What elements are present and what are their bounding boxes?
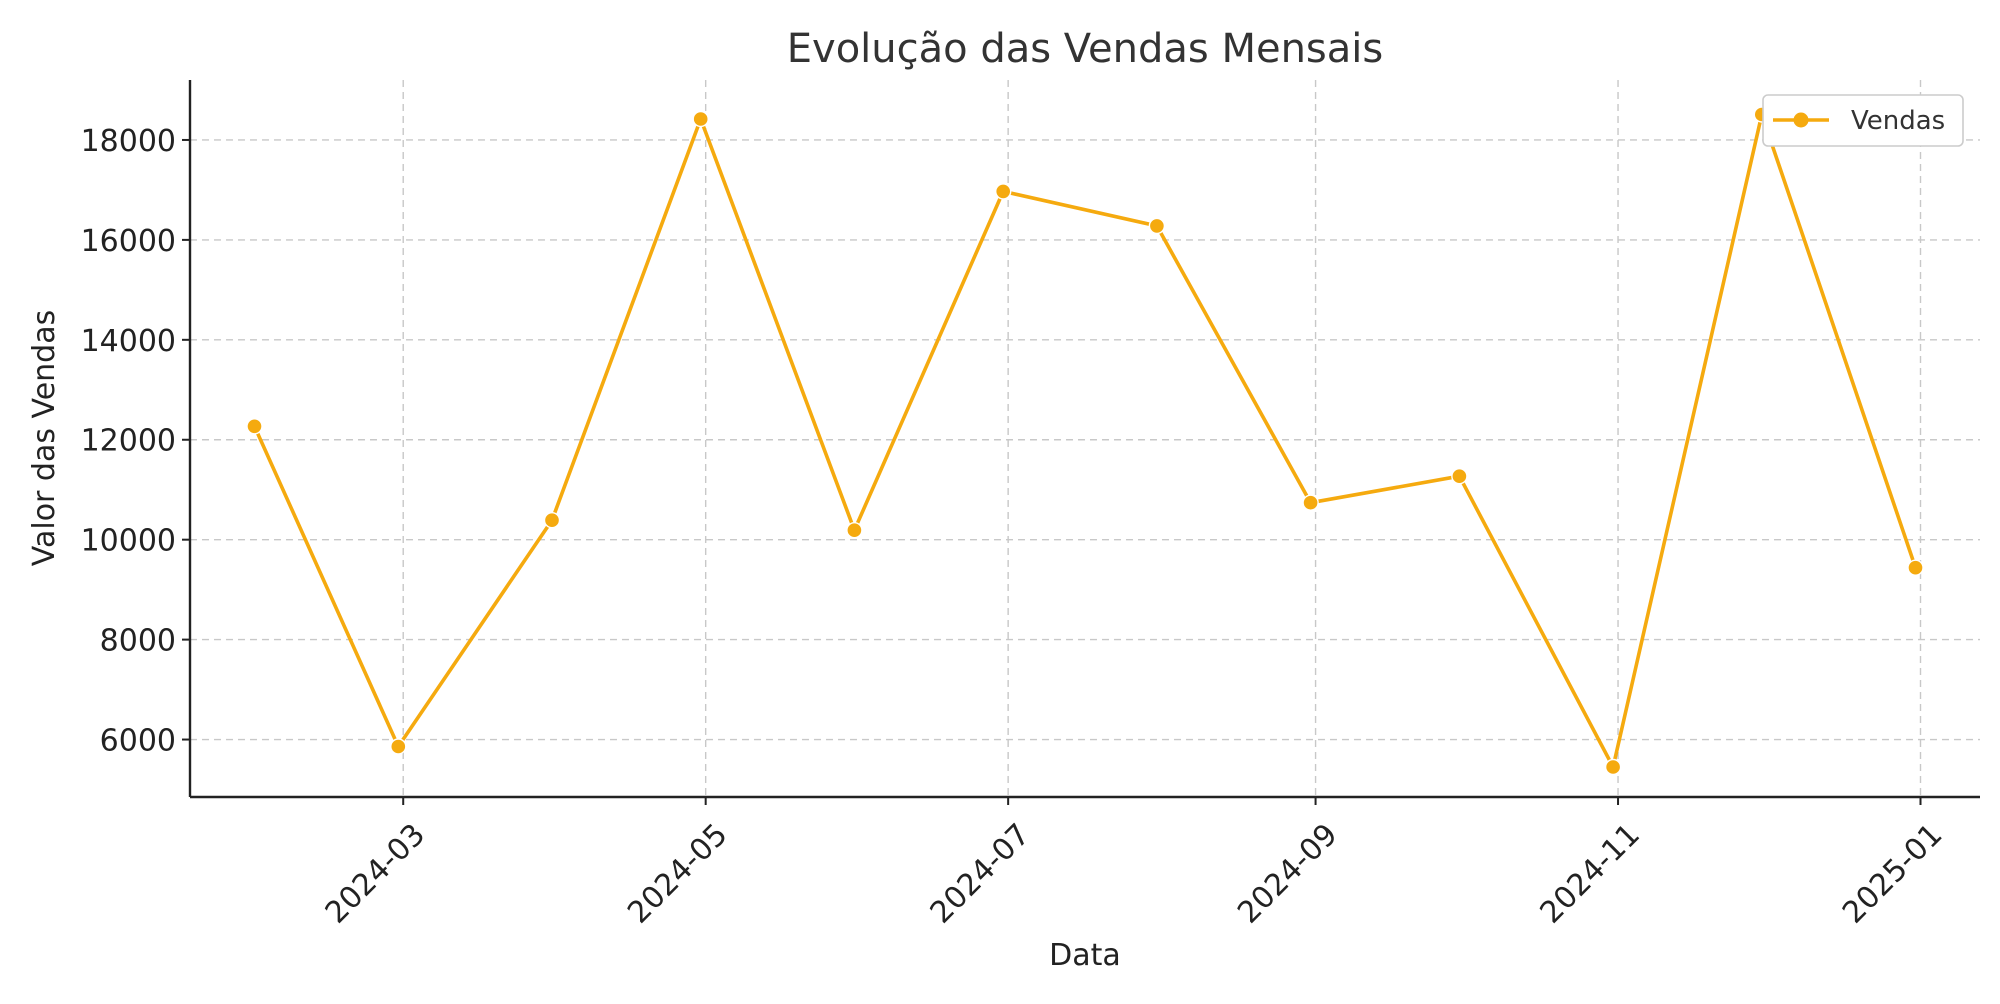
x-tick-label: 2024-09	[1231, 817, 1344, 930]
y-tick-label: 14000	[81, 324, 176, 359]
x-tick-label: 2024-03	[319, 817, 432, 930]
legend-label: Vendas	[1851, 106, 1945, 136]
data-point	[846, 522, 863, 539]
chart-title: Evolução das Vendas Mensais	[787, 26, 1383, 72]
grid-layer	[190, 80, 1980, 797]
y-tick-label: 8000	[100, 624, 176, 659]
x-tick-label: 2024-07	[924, 817, 1037, 930]
x-tick-label: 2024-11	[1534, 817, 1647, 930]
x-tick-label: 2024-05	[621, 817, 734, 930]
y-tick-label: 16000	[81, 224, 176, 259]
data-point	[1148, 217, 1166, 235]
data-point	[246, 418, 263, 435]
x-axis-label: Data	[1049, 938, 1121, 973]
y-tick-label: 12000	[81, 424, 176, 459]
legend: Vendas	[1762, 94, 1964, 147]
data-point	[1604, 758, 1622, 776]
axes-layer	[188, 80, 1980, 799]
data-point	[1907, 559, 1924, 576]
series-layer	[246, 106, 1924, 776]
data-point	[1451, 468, 1468, 485]
legend-marker-swatch	[1793, 112, 1809, 128]
series-line-vendas	[252, 112, 1918, 769]
y-tick-label: 10000	[81, 524, 176, 559]
data-point	[1302, 494, 1319, 511]
y-tick-label: 6000	[100, 724, 176, 759]
x-tick-label: 2025-01	[1836, 817, 1949, 930]
data-point	[543, 512, 561, 529]
data-point	[390, 738, 407, 755]
data-point	[692, 110, 709, 128]
data-point	[995, 183, 1012, 200]
legend-box	[1762, 94, 1964, 147]
y-tick-label: 18000	[81, 124, 176, 159]
y-axis-label: Valor das Vendas	[27, 310, 62, 566]
